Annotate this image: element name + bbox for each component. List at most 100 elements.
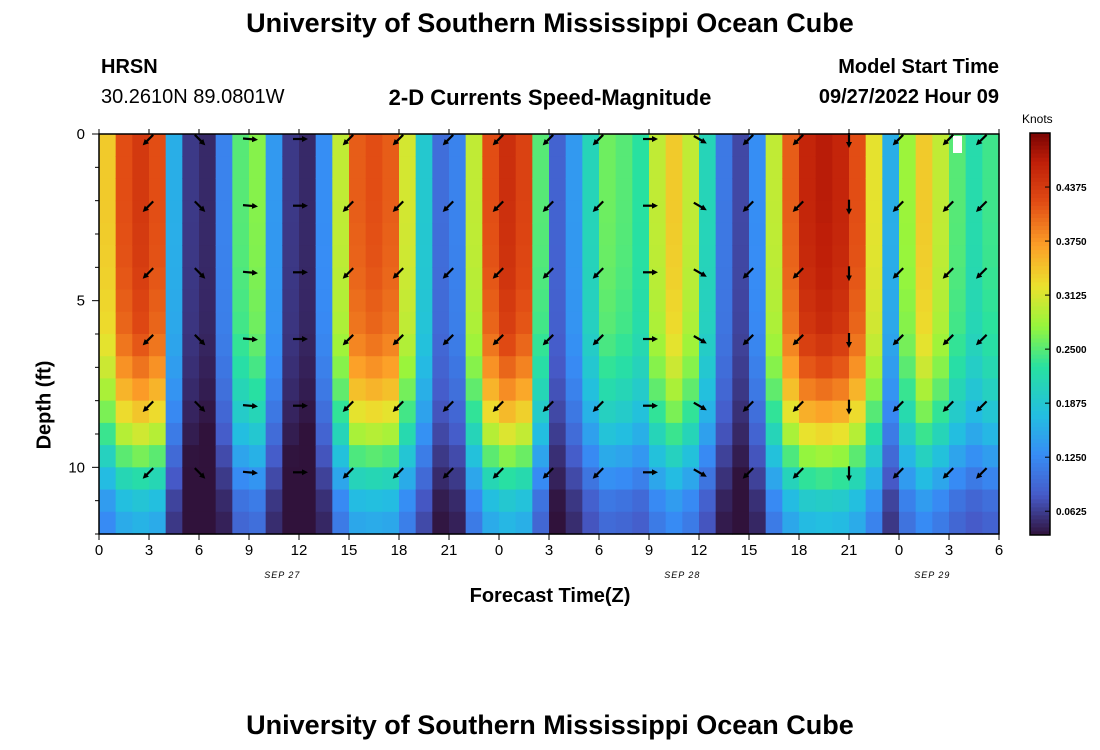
- heatmap-cell: [182, 200, 200, 224]
- heatmap-cell: [965, 134, 983, 157]
- heatmap-cell: [632, 311, 650, 335]
- heatmap-cell: [249, 489, 267, 513]
- current-arrow: [975, 134, 988, 146]
- heatmap-cell: [599, 356, 617, 380]
- x-tick-label: 3: [545, 542, 553, 559]
- heatmap-cell: [965, 245, 983, 268]
- heatmap-cell: [932, 267, 950, 291]
- heatmap-cell: [632, 222, 650, 246]
- heatmap-cell: [665, 222, 683, 246]
- heatmap-cell: [165, 200, 183, 224]
- heatmap-cell: [632, 178, 650, 202]
- heatmap-cell: [249, 156, 267, 180]
- heatmap-cell: [349, 200, 367, 224]
- heatmap-cell: [749, 356, 767, 380]
- colorbar-segment: [1030, 205, 1050, 210]
- current-arrow: [592, 267, 604, 279]
- heatmap-cell: [165, 267, 183, 291]
- heatmap-cell: [432, 200, 450, 224]
- heatmap-cell: [265, 467, 283, 491]
- heatmap-cell: [382, 422, 400, 446]
- heatmap-cell: [315, 356, 333, 380]
- heatmap-cell: [799, 311, 817, 335]
- heatmap-cell: [115, 489, 133, 513]
- colorbar-segment: [1030, 177, 1050, 182]
- heatmap-cell: [432, 289, 450, 313]
- heatmap-cell: [915, 400, 933, 424]
- heatmap-cell: [965, 356, 983, 380]
- heatmap-cell: [715, 245, 733, 268]
- heatmap-cell: [182, 245, 200, 268]
- heatmap-cell: [349, 267, 367, 291]
- heatmap-cell: [365, 289, 383, 313]
- heatmap-cell: [515, 178, 533, 202]
- heatmap-cell: [165, 245, 183, 268]
- current-arrow: [542, 200, 554, 213]
- heatmap-cell: [699, 356, 717, 380]
- heatmap-cell: [982, 378, 1000, 402]
- heatmap-cell: [665, 289, 683, 313]
- heatmap-cell: [615, 134, 633, 157]
- heatmap-cell: [549, 156, 567, 180]
- heatmap-cell: [632, 489, 650, 513]
- heatmap-cell: [715, 200, 733, 224]
- heatmap-cell: [749, 489, 767, 513]
- heatmap-cell: [182, 467, 200, 491]
- heatmap-cell: [965, 489, 983, 513]
- heatmap-cell: [765, 289, 783, 313]
- heatmap-cell: [499, 200, 517, 224]
- current-arrow: [942, 267, 954, 279]
- heatmap-cell: [482, 267, 500, 291]
- station-name: HRSN: [101, 56, 158, 78]
- heatmap-cell: [865, 445, 883, 468]
- heatmap-cell: [249, 334, 267, 357]
- heatmap-cell: [349, 511, 367, 535]
- heatmap-cell: [682, 134, 700, 157]
- heatmap-cell: [149, 267, 167, 291]
- heatmap-cell: [332, 445, 350, 468]
- heatmap-cell: [282, 467, 300, 491]
- heatmap-cell: [165, 378, 183, 402]
- colorbar-segment: [1030, 454, 1050, 460]
- heatmap-cell: [599, 134, 617, 157]
- colorbar-segment: [1030, 313, 1050, 319]
- heatmap-cell: [932, 400, 950, 424]
- heatmap-cell: [315, 378, 333, 402]
- heatmap-cell: [982, 222, 1000, 246]
- heatmap-cell: [632, 267, 650, 291]
- heatmap-cell: [115, 445, 133, 468]
- heatmap-cell: [465, 422, 483, 446]
- current-arrow: [792, 467, 804, 479]
- heatmap-cell: [549, 311, 567, 335]
- heatmap-cell: [732, 511, 750, 535]
- heatmap-cell: [282, 400, 300, 424]
- heatmap-cell: [99, 511, 117, 535]
- heatmap-cell: [832, 422, 850, 446]
- heatmap-cell: [515, 467, 533, 491]
- heatmap-cell: [665, 356, 683, 380]
- heatmap-cell: [99, 156, 117, 180]
- heatmap-cell: [715, 334, 733, 357]
- heatmap-cell: [899, 222, 917, 246]
- heatmap-cell: [565, 422, 583, 446]
- heatmap-cell: [465, 467, 483, 491]
- heatmap-cell: [865, 356, 883, 380]
- heatmap-cell: [115, 334, 133, 357]
- colorbar-segment: [1030, 346, 1050, 351]
- heatmap-cell: [899, 334, 917, 357]
- heatmap-cell: [565, 156, 583, 180]
- heatmap-cell: [215, 356, 233, 380]
- current-arrow: [592, 134, 604, 146]
- colorbar-segment: [1030, 334, 1050, 339]
- heatmap-cell: [432, 334, 450, 357]
- heatmap-cell: [782, 467, 800, 491]
- heatmap-cell: [199, 222, 217, 246]
- heatmap-cell: [565, 178, 583, 202]
- heatmap-cell: [649, 200, 667, 224]
- heatmap-cell: [599, 178, 617, 202]
- heatmap-cell: [649, 356, 667, 380]
- heatmap-cell: [232, 378, 250, 402]
- heatmap-cell: [115, 178, 133, 202]
- heatmap-cell: [782, 422, 800, 446]
- heatmap-cell: [432, 400, 450, 424]
